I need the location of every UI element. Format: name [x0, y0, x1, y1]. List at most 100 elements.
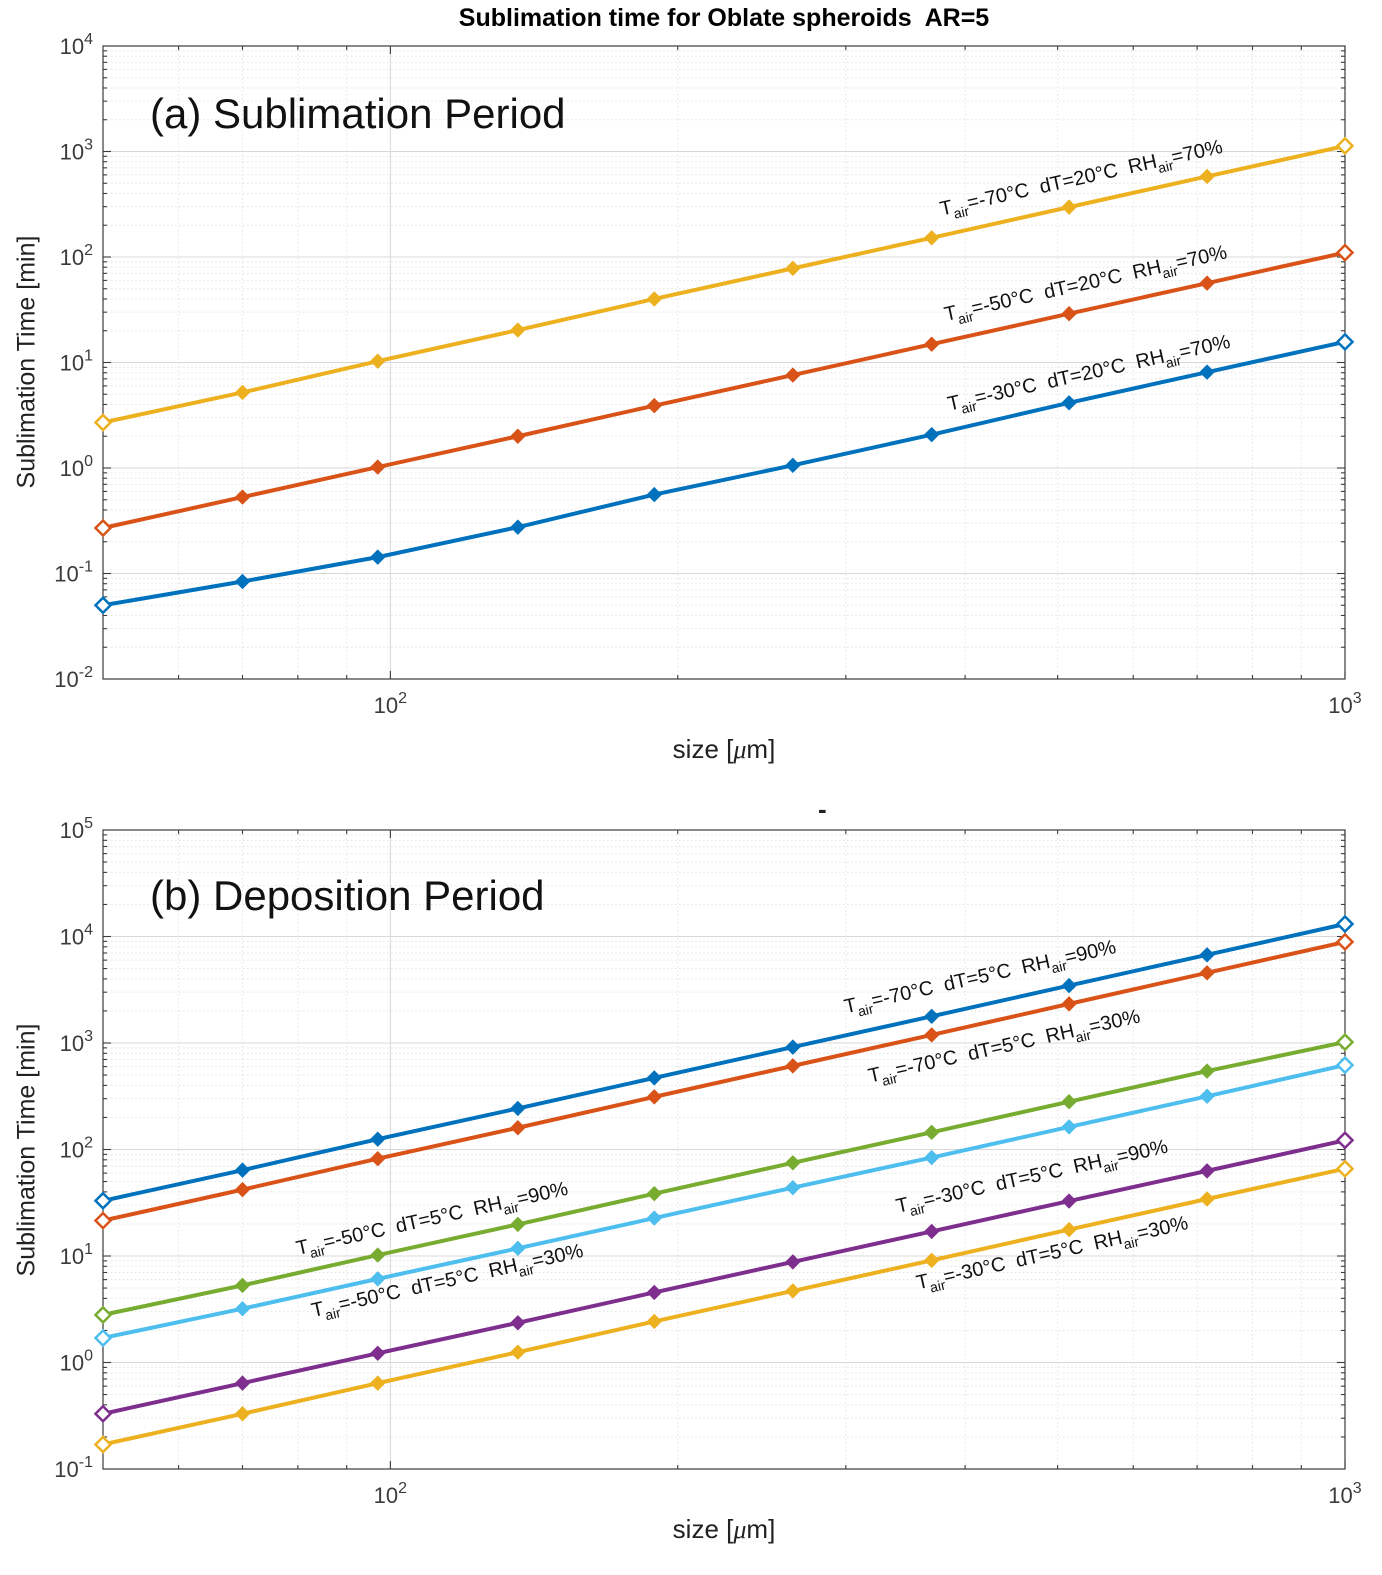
data-point-marker — [234, 1181, 251, 1198]
data-point-marker — [1335, 136, 1355, 156]
data-point-marker — [234, 1375, 251, 1391]
panel-a-ylabel: Sublimation Time [min] — [12, 235, 41, 489]
data-point-marker — [1199, 168, 1215, 185]
y-tick-label: 100 — [60, 1348, 93, 1376]
data-point-marker — [785, 1283, 801, 1299]
data-point-marker — [646, 1284, 662, 1301]
data-point-marker — [1061, 1119, 1077, 1135]
data-point-marker — [234, 384, 251, 401]
x-tick-label: 102 — [374, 1480, 407, 1508]
data-point-marker — [1199, 1191, 1215, 1207]
data-point-marker — [510, 428, 526, 444]
data-point-marker — [370, 459, 386, 475]
data-point-marker — [370, 353, 386, 369]
data-point-marker — [370, 1150, 386, 1167]
data-point-marker — [510, 1315, 526, 1331]
data-point-marker — [923, 336, 940, 352]
data-point-marker — [923, 1008, 940, 1025]
data-point-marker — [646, 1185, 662, 1202]
data-point-marker — [1061, 395, 1077, 411]
y-tick-label: 103 — [60, 1028, 93, 1056]
data-point-marker — [234, 573, 251, 590]
data-point-marker — [1061, 996, 1077, 1012]
data-point-marker — [923, 1252, 940, 1269]
y-tick-label: 100 — [60, 453, 93, 481]
y-tick-label: 102 — [60, 242, 93, 270]
data-point-marker — [646, 486, 662, 503]
data-point-marker — [1061, 199, 1077, 215]
x-tick-label: 102 — [374, 690, 407, 718]
y-tick-label: 10-1 — [54, 559, 93, 587]
data-point-marker — [785, 1058, 801, 1074]
data-point-marker — [510, 1240, 526, 1257]
data-point-marker — [1199, 1163, 1215, 1179]
y-tick-label: 105 — [60, 815, 93, 843]
data-point-marker — [1335, 332, 1355, 352]
data-point-marker — [646, 1089, 662, 1105]
series-line — [102, 1166, 1346, 1447]
data-point-marker — [785, 1254, 801, 1270]
y-tick-label: 104 — [60, 922, 93, 950]
data-point-marker — [510, 1344, 526, 1360]
data-point-marker — [923, 230, 940, 246]
panel-b-xlabel: size [μm] — [672, 1514, 776, 1544]
data-point-marker — [1335, 914, 1355, 934]
data-point-marker — [785, 1039, 801, 1055]
data-point-marker — [923, 1027, 940, 1043]
x-tick-label: 103 — [1328, 1480, 1361, 1508]
x-tick-label: 103 — [1328, 690, 1361, 718]
data-point-marker — [93, 595, 113, 615]
data-point-marker — [1199, 364, 1215, 380]
y-tick-label: 101 — [60, 1241, 93, 1269]
data-point-marker — [646, 1070, 662, 1086]
data-point-marker — [93, 1328, 113, 1348]
data-point-marker — [1335, 1131, 1355, 1150]
data-point-marker — [93, 1211, 113, 1230]
data-point-marker — [370, 1271, 386, 1287]
data-point-marker — [1061, 306, 1077, 322]
data-point-marker — [234, 1277, 251, 1294]
series-line — [102, 1063, 1346, 1340]
series-line — [102, 922, 1346, 1203]
data-point-marker — [646, 291, 662, 307]
data-point-marker — [234, 489, 251, 505]
data-point-marker — [1199, 1063, 1215, 1079]
data-point-marker — [93, 518, 113, 538]
data-point-marker — [923, 426, 940, 443]
data-point-marker — [923, 1149, 940, 1166]
data-point-marker — [234, 1406, 251, 1422]
data-point-marker — [93, 1404, 113, 1424]
panel-a-xlabel: size [μm] — [672, 734, 776, 764]
grid — [103, 830, 1346, 1469]
stray-dash: - — [818, 794, 827, 824]
panel-b-label: (b) Deposition Period — [150, 872, 545, 919]
panel-a-label: (a) Sublimation Period — [150, 90, 566, 137]
y-tick-label: 10-1 — [54, 1454, 93, 1482]
data-point-marker — [93, 413, 113, 432]
data-point-marker — [370, 1247, 386, 1263]
data-point-marker — [370, 1375, 386, 1391]
panel-b-ylabel: Sublimation Time [min] — [12, 1023, 41, 1277]
data-point-marker — [646, 397, 662, 414]
data-point-marker — [370, 549, 386, 565]
grid — [103, 46, 1346, 679]
data-point-marker — [1335, 1032, 1355, 1052]
data-point-marker — [1061, 977, 1077, 994]
y-tick-label: 101 — [60, 348, 93, 376]
data-point-marker — [510, 519, 526, 535]
data-point-marker — [93, 1435, 113, 1454]
data-point-marker — [1061, 1094, 1077, 1110]
series-line — [102, 339, 1346, 608]
data-point-marker — [923, 1223, 940, 1240]
data-point-marker — [1335, 1055, 1355, 1075]
data-point-marker — [510, 322, 526, 338]
data-point-marker — [1335, 932, 1355, 952]
y-tick-label: 102 — [60, 1135, 93, 1163]
data-point-marker — [646, 1313, 662, 1330]
data-point-marker — [234, 1162, 251, 1178]
y-tick-label: 103 — [60, 137, 93, 165]
data-point-marker — [785, 260, 801, 277]
data-point-marker — [510, 1120, 526, 1136]
axis-ticks — [103, 46, 1346, 679]
